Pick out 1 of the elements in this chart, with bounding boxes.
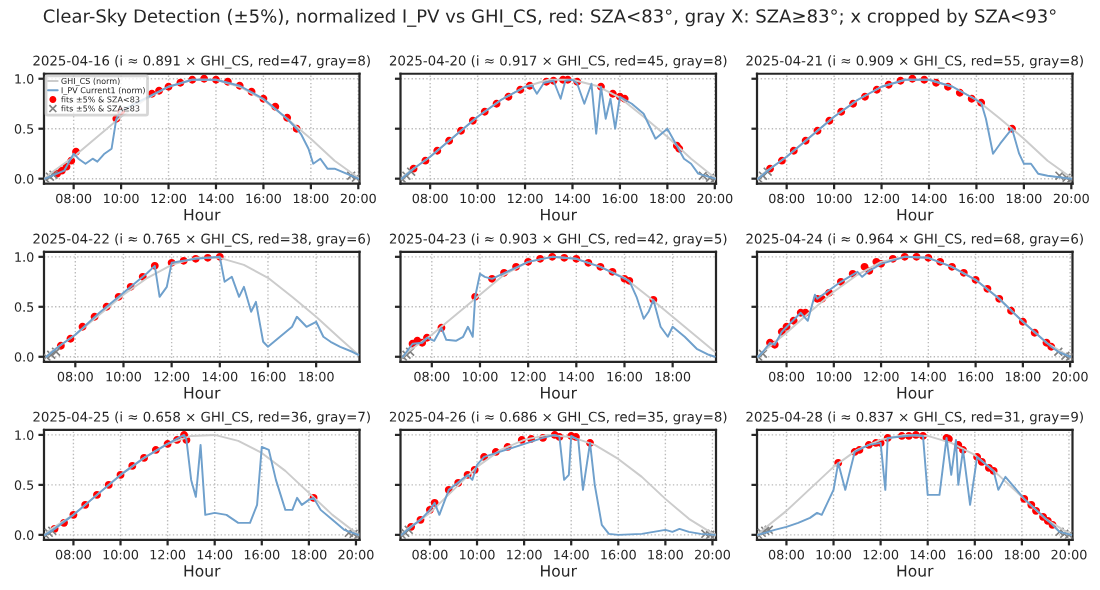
text: Clear-Sky Detection (±5%), normalized I_PV vs GHI_CS, red: SZA<83°, gray X: SZA≥83°; x cropped by SZA<93° [43, 8, 1056, 27]
